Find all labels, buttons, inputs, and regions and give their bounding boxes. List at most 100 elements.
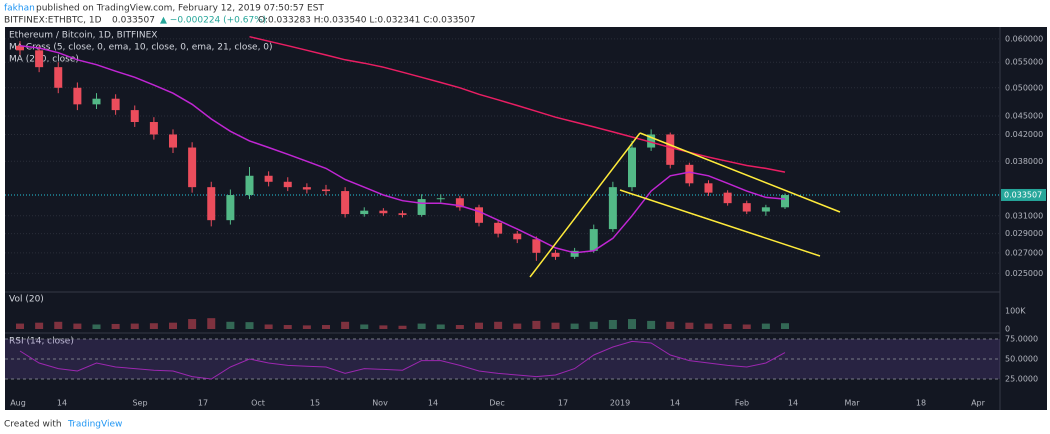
volume-bar (455, 325, 464, 329)
candle-body (436, 198, 445, 200)
candle-body (92, 98, 101, 105)
candle-body (704, 183, 713, 193)
volume-bar (589, 321, 598, 329)
x-tick-label: 14 (428, 399, 438, 408)
ohlc: O:0.033283 H:0.033540 L:0.032341 C:0.033… (258, 16, 475, 26)
candle-body (360, 210, 369, 215)
volume-bar (16, 323, 24, 329)
candle-body (666, 134, 675, 165)
candle-body (742, 203, 751, 212)
volume-bar (436, 324, 445, 329)
x-tick-label: 17 (198, 399, 208, 408)
volume-bar (264, 324, 273, 329)
volume-bar (207, 318, 216, 329)
volume-bar (398, 325, 407, 329)
x-tick-label: Mar (844, 399, 860, 408)
footer-brand: TradingView (67, 420, 122, 430)
y-tick-label: 0.042000 (1005, 130, 1043, 139)
volume-bar (723, 323, 732, 329)
volume-bar (111, 323, 120, 329)
candle-body (111, 98, 120, 111)
volume-bar (608, 319, 617, 329)
volume-bar (245, 322, 254, 329)
footer-text: Created with (4, 420, 62, 430)
x-tick-label: Feb (735, 399, 749, 408)
y-tick-label: 50.0000 (1005, 355, 1038, 364)
price-axis-bg (1000, 27, 1047, 410)
volume-bar (35, 322, 44, 329)
candle-body (149, 122, 158, 135)
volume-bar (379, 325, 388, 329)
volume-bar (130, 323, 139, 329)
volume-bar (685, 322, 694, 329)
candle-body (455, 198, 464, 208)
volume-bar (283, 325, 292, 329)
author: fakhan (4, 4, 35, 14)
x-tick-label: Aug (10, 399, 26, 408)
ma-line (19, 44, 786, 254)
volume-bar (761, 323, 770, 329)
volume-bar (647, 320, 656, 329)
candle-body (207, 187, 216, 221)
candle-body (188, 147, 197, 188)
x-tick-label: Dec (489, 399, 504, 408)
legend-line: MA (200, close) (9, 55, 79, 65)
volume-bar (781, 323, 789, 329)
x-tick-label: 14 (57, 399, 67, 408)
y-tick-label: 0.031000 (1005, 211, 1043, 220)
change: ▲ −0.000224 (+0.67%) (160, 16, 266, 26)
rsi-title: RSI (14, close) (9, 337, 74, 347)
y-tick-label: 0.027000 (1005, 248, 1043, 257)
volume-bar (666, 321, 675, 329)
candle-body (551, 252, 560, 257)
volume-bar (73, 323, 82, 329)
volume-bar (494, 321, 503, 329)
candle-body (685, 164, 694, 184)
ma-line (249, 35, 786, 173)
candle-body (781, 195, 789, 208)
y-tick-label: 0 (1005, 325, 1010, 334)
candle-body (73, 87, 82, 105)
y-tick-label: 25.0000 (1005, 375, 1038, 384)
last: 0.033507 (112, 16, 155, 26)
candle-body (54, 67, 63, 88)
candle-body (570, 250, 579, 257)
volume-bar (149, 323, 158, 329)
volume-bar (513, 323, 522, 329)
last-price-tag (1001, 188, 1046, 201)
volume-bar (341, 321, 350, 329)
candle-body (169, 134, 177, 148)
candle-body (494, 222, 503, 234)
volume-bar (360, 324, 369, 329)
x-tick-label: Apr (971, 399, 986, 408)
volume-bar (532, 320, 541, 329)
candle-body (608, 187, 617, 230)
volume-bar (628, 319, 636, 329)
y-tick-label: 0.050000 (1005, 83, 1043, 92)
volume-bar (551, 322, 560, 329)
volume-bar (54, 321, 63, 329)
x-tick-label: Nov (372, 399, 388, 408)
candle-body (723, 192, 732, 204)
y-tick-label: 0.045000 (1005, 111, 1043, 120)
candle-body (341, 191, 350, 215)
rsi-line (19, 340, 786, 380)
y-tick-label: 0.029000 (1005, 229, 1043, 238)
rsi-band (5, 339, 1000, 379)
candle-body (761, 207, 770, 212)
x-tick-label: 14 (788, 399, 798, 408)
volume-bar (570, 323, 579, 329)
x-tick-label: 2019 (610, 399, 630, 408)
candle-body (417, 199, 426, 215)
x-tick-label: 15 (310, 399, 320, 408)
chart-title: Ethereum / Bitcoin, 1D, BITFINEX (9, 31, 157, 41)
candle-body (513, 233, 522, 240)
volume-bar (322, 325, 330, 329)
trend-lines (529, 132, 841, 278)
volume-bar (742, 324, 751, 329)
x-tick-label: 14 (670, 399, 680, 408)
y-tick-label: 0.060000 (1005, 34, 1043, 43)
volume-bar (188, 319, 197, 329)
candle-body (245, 175, 254, 196)
